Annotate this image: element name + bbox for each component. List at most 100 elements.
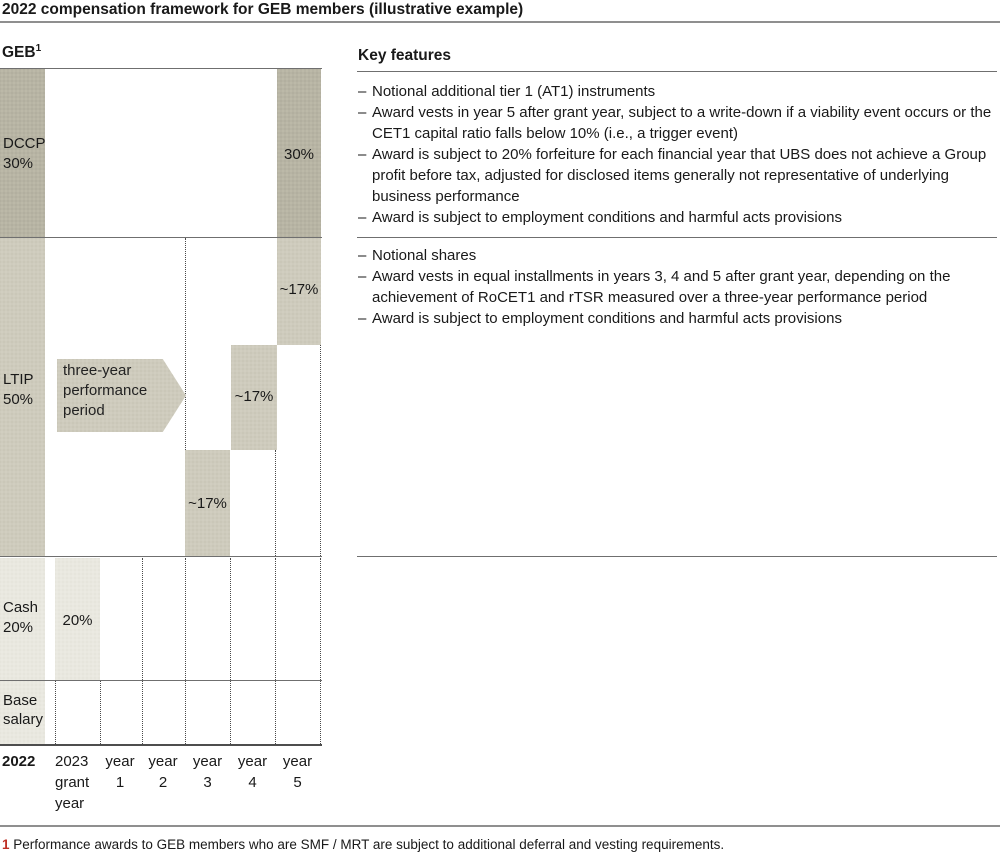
bullet-dash: – <box>358 83 367 100</box>
footnote-rule <box>0 825 1000 827</box>
dotted-gridline-cash-year5 <box>320 558 321 680</box>
bullet-dash: – <box>358 247 367 264</box>
timeline-year3-label: year 3 <box>185 751 230 793</box>
cash-grant-value: 20% <box>62 612 93 629</box>
list-item: – Award vests in year 5 after grant year… <box>358 102 995 144</box>
dotted-gridline-base-year2 <box>185 681 186 744</box>
dccp-label-block <box>0 69 45 237</box>
dccp-row-label-name: DCCP <box>3 135 46 152</box>
timeline-year1-number: 1 <box>115 774 125 791</box>
ltip-row-label-value: 50% <box>3 391 34 408</box>
timeline-grant-line3: year <box>55 795 85 812</box>
list-item: – Award is subject to employment conditi… <box>358 308 995 329</box>
bullet-dash: – <box>358 310 367 327</box>
timeline-year5-label: year 5 <box>275 751 320 793</box>
ltip-vesting-block-year3 <box>185 450 230 556</box>
dotted-gridline-base-grant-left <box>55 681 56 744</box>
performance-period-arrow-label: three-year performance period <box>63 362 148 419</box>
cash-label-block <box>0 558 45 680</box>
dotted-gridline-base-year1 <box>142 681 143 744</box>
dotted-gridline-cash-year3 <box>230 558 231 680</box>
dotted-gridline-base-year4 <box>275 681 276 744</box>
key-feature-text: Notional additional tier 1 (AT1) instrum… <box>372 83 656 100</box>
dotted-gridline-cash-year2 <box>185 558 186 680</box>
dotted-gridline-year3 <box>185 238 186 450</box>
list-item: – Award vests in equal installments in y… <box>358 266 995 308</box>
dotted-gridline-base-year5 <box>320 681 321 744</box>
chart-top-rule <box>0 68 322 69</box>
dccp-row-label: DCCP 30% <box>3 134 46 174</box>
timeline-year2-number: 2 <box>158 774 168 791</box>
key-features-heading-rule <box>357 71 997 72</box>
key-features-section-dccp: – Notional additional tier 1 (AT1) instr… <box>358 81 995 228</box>
timeline-year3-word: year <box>192 753 223 770</box>
cash-row-label-name: Cash <box>3 599 39 616</box>
bullet-dash: – <box>358 146 367 163</box>
dotted-gridline-cash-year4 <box>275 558 276 680</box>
base-salary-label-block <box>0 681 45 744</box>
dotted-gridline-cash-year1 <box>142 558 143 680</box>
ltip-vesting-block-year5 <box>277 238 321 345</box>
cash-base-divider <box>0 680 322 681</box>
diagram-heading: GEB1 <box>2 43 41 62</box>
dccp-year5-value: 30% <box>283 146 315 163</box>
ltip-row-label-name: LTIP <box>3 371 34 388</box>
key-feature-text: Notional shares <box>372 247 477 264</box>
cash-row-label-value: 20% <box>3 619 34 636</box>
list-item: – Award is subject to 20% forfeiture for… <box>358 144 995 207</box>
footnote-marker: 1 <box>2 837 10 852</box>
key-feature-text: Award vests in year 5 after grant year, … <box>372 104 992 142</box>
dotted-gridline-base-grant-right <box>100 681 101 744</box>
page-title: 2022 compensation framework for GEB memb… <box>2 1 524 18</box>
ltip-label-block <box>0 238 45 556</box>
list-item: – Notional additional tier 1 (AT1) instr… <box>358 81 995 102</box>
dotted-gridline-year5 <box>320 345 321 556</box>
timeline-current-year: 2022 <box>2 753 36 770</box>
key-features-section-divider-2 <box>357 556 997 557</box>
bullet-dash: – <box>358 104 367 121</box>
timeline-grant-year-label: 2023 grant year <box>55 751 89 814</box>
ltip-row-label: LTIP 50% <box>3 370 34 410</box>
key-feature-text: Award is subject to 20% forfeiture for e… <box>372 146 987 205</box>
dccp-row-label-value: 30% <box>3 155 34 172</box>
dotted-gridline-year4 <box>275 450 276 556</box>
timeline-year5-word: year <box>282 753 313 770</box>
footnote: 1 Performance awards to GEB members who … <box>2 837 724 852</box>
dotted-gridline-base-year3 <box>230 681 231 744</box>
timeline-year1-word: year <box>105 753 135 770</box>
footnote-text: Performance awards to GEB members who ar… <box>13 837 725 852</box>
list-item: – Award is subject to employment conditi… <box>358 207 995 228</box>
dccp-ltip-divider <box>0 237 322 238</box>
cash-row-label: Cash 20% <box>3 598 38 638</box>
ltip-year4-value: ~17% <box>234 388 274 405</box>
key-features-section-divider-1 <box>357 237 997 238</box>
timeline-grant-line1: 2023 <box>55 753 89 770</box>
timeline-axis <box>0 744 322 746</box>
base-salary-row-label: Base salary <box>3 691 43 729</box>
timeline-year3-number: 3 <box>203 774 212 791</box>
ltip-year5-value: ~17% <box>279 281 319 298</box>
cash-grant-block <box>55 558 100 680</box>
ltip-cash-divider <box>0 556 322 557</box>
timeline-year5-number: 5 <box>293 774 302 791</box>
key-feature-text: Award is subject to employment condition… <box>372 209 842 226</box>
timeline-year2-label: year 2 <box>141 751 185 793</box>
timeline-year4-word: year <box>237 753 268 770</box>
bullet-dash: – <box>358 209 367 226</box>
timeline-grant-line2: grant <box>55 774 90 791</box>
timeline-year1-label: year 1 <box>98 751 142 793</box>
base-salary-label-line1: Base <box>3 692 38 709</box>
diagram-heading-text: GEB <box>2 44 36 61</box>
timeline-year2-word: year <box>148 753 178 770</box>
ltip-vesting-block-year4 <box>231 345 277 450</box>
key-feature-text: Award vests in equal installments in yea… <box>372 268 951 306</box>
base-salary-label-line2: salary <box>3 711 44 728</box>
performance-period-arrow <box>57 359 186 432</box>
list-item: – Notional shares <box>358 245 995 266</box>
diagram-heading-footnote-marker: 1 <box>35 43 42 54</box>
key-feature-text: Award is subject to employment condition… <box>372 310 842 327</box>
timeline-year4-number: 4 <box>248 774 257 791</box>
title-rule <box>0 21 1000 23</box>
ltip-year3-value: ~17% <box>188 495 227 512</box>
